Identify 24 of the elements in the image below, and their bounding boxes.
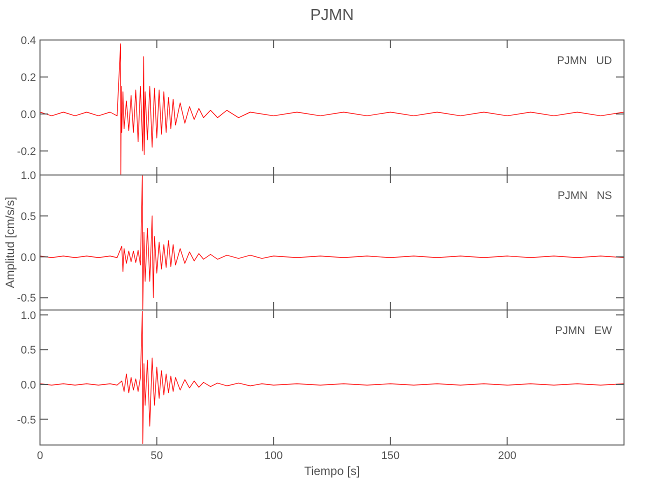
x-axis-title: Tiempo [s] [304,464,360,478]
annotation: PJMN EW [555,325,613,337]
annotation: PJMN UD [557,55,612,67]
y-tick-label: 0.0 [20,108,36,121]
annotation: PJMN NS [558,190,612,202]
y-tick-label: 0.0 [20,379,36,392]
y-tick-label: 0.4 [20,35,36,47]
y-axis-title: Amplitud [cm/s/s] [3,196,17,288]
y-tick-label: 0.2 [20,72,36,84]
y-tick-label: -0.5 [17,292,36,305]
x-tick-label: 150 [381,450,400,462]
x-tick-label: 50 [150,450,163,462]
y-tick-label: 0.0 [20,252,36,264]
y-tick-label: 0.5 [20,344,36,357]
y-tick-label: 1.0 [20,170,36,182]
x-tick-label: 0 [36,450,44,462]
y-tick-label: 1.0 [20,310,36,322]
x-tick-label: 100 [264,450,283,462]
x-tick-label: 200 [498,450,516,462]
y-tick-label: -0.5 [17,414,36,426]
chart-title: PJMN [310,7,354,24]
y-tick-label: 0.5 [20,210,36,223]
y-tick-label: -0.2 [17,146,36,158]
line-series [40,43,624,175]
